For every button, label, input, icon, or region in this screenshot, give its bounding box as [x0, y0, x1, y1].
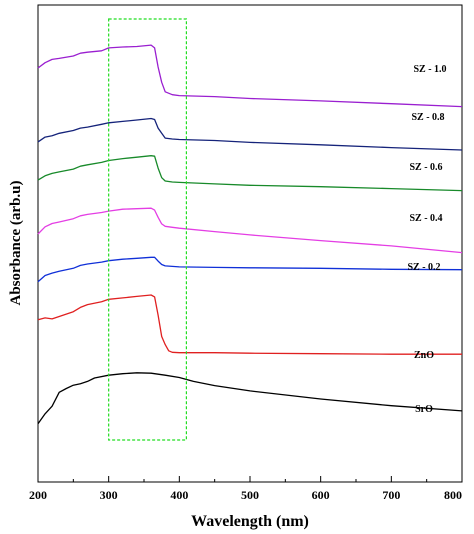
series-line-sz-0-2 [37, 256, 463, 283]
series-line-zno [37, 294, 462, 355]
series-line-sz-0-8 [37, 117, 463, 151]
x-tick-label-400: 400 [170, 488, 188, 502]
series-line-sz-1-0 [37, 44, 463, 108]
series-label-sz-1-0: SZ - 1.0 [413, 64, 446, 75]
series-label-sz-0-2: SZ - 0.2 [407, 262, 440, 273]
series-label-sz-0-8: SZ - 0.8 [411, 112, 444, 123]
series-label-sz-0-6: SZ - 0.6 [409, 162, 442, 173]
series-label-layer: SZ - 1.0 SZ - 0.8 SZ - 0.6 SZ - 0.4 SZ - 0.2… [407, 64, 446, 415]
series-line-sz-0-6 [37, 155, 463, 192]
series-line-sro [37, 372, 463, 425]
series-label-zno: ZnO [414, 350, 434, 361]
x-axis-title: Wavelength (nm) [191, 513, 309, 530]
x-tick-label-800: 800 [444, 488, 462, 502]
x-tick-label-200: 200 [29, 488, 47, 502]
x-tick-label-300: 300 [100, 488, 118, 502]
x-tick-layer: 200 300 400 500 600 700 800 [29, 476, 463, 502]
series-layer [37, 44, 463, 425]
highlight-region-box [108, 18, 187, 441]
plot-frame [37, 4, 463, 483]
series-line-sz-0-4 [37, 207, 463, 254]
series-label-sro: SrO [415, 404, 433, 415]
y-axis-title: Absorbance (arb.u) [8, 180, 24, 305]
series-label-sz-0-4: SZ - 0.4 [409, 213, 442, 224]
x-tick-label-500: 500 [241, 488, 259, 502]
x-tick-label-600: 600 [312, 488, 330, 502]
x-tick-label-700: 700 [382, 488, 400, 502]
